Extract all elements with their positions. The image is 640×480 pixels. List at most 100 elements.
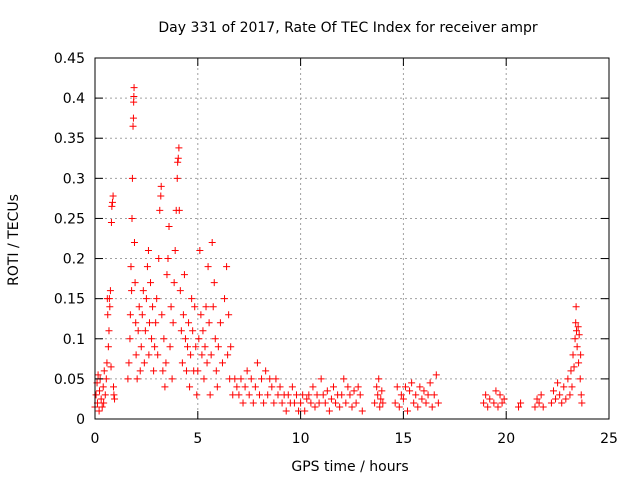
data-point <box>131 279 139 287</box>
data-point <box>537 391 545 399</box>
data-point <box>268 383 276 391</box>
data-point <box>414 403 422 411</box>
data-point <box>132 351 140 359</box>
data-point <box>145 319 153 327</box>
data-point <box>178 359 186 367</box>
data-point <box>175 144 183 152</box>
data-point <box>243 367 251 375</box>
x-tick-label: 25 <box>600 431 618 447</box>
data-point <box>95 407 103 415</box>
data-point <box>132 319 140 327</box>
data-point <box>574 323 582 331</box>
data-point <box>164 255 172 263</box>
data-point <box>247 375 255 383</box>
data-point <box>110 383 118 391</box>
data-point <box>199 327 207 335</box>
data-point <box>197 311 205 319</box>
grid <box>95 58 609 419</box>
data-point <box>102 375 110 383</box>
y-tick-label: 0.3 <box>63 171 85 187</box>
data-point <box>276 383 284 391</box>
data-point <box>515 403 523 411</box>
data-point <box>399 395 407 403</box>
data-point <box>128 214 136 222</box>
data-point <box>224 351 232 359</box>
data-point <box>378 387 386 395</box>
data-point <box>498 399 506 407</box>
data-point <box>207 351 215 359</box>
data-point <box>569 351 577 359</box>
axis-ticks: 0 0.05 0.1 0.15 0.2 0.25 0.3 0.35 0.4 0.45 0 5 10 15 2… <box>54 51 618 447</box>
data-point <box>288 383 296 391</box>
data-point <box>130 239 138 247</box>
data-point <box>105 295 113 303</box>
data-point <box>191 303 199 311</box>
data-point <box>129 114 137 122</box>
data-point <box>142 295 150 303</box>
data-point <box>434 399 442 407</box>
data-point <box>354 383 362 391</box>
data-point <box>101 391 109 399</box>
y-tick-label: 0.45 <box>54 51 85 67</box>
data-point <box>297 399 305 407</box>
data-point <box>106 287 114 295</box>
data-point <box>432 371 440 379</box>
data-point <box>379 399 387 407</box>
data-point <box>549 387 557 395</box>
data-point <box>99 383 107 391</box>
data-point <box>284 391 292 399</box>
data-point <box>301 407 309 415</box>
data-point <box>133 375 141 383</box>
data-point <box>198 351 206 359</box>
data-point <box>577 391 585 399</box>
data-point <box>484 403 492 411</box>
data-point <box>531 403 539 411</box>
data-point <box>374 391 382 399</box>
data-point <box>376 403 384 411</box>
data-point <box>325 407 333 415</box>
data-point <box>321 399 329 407</box>
data-point <box>210 279 218 287</box>
data-point <box>192 343 200 351</box>
data-point <box>187 351 195 359</box>
data-point <box>135 303 143 311</box>
data-point <box>299 391 307 399</box>
data-point <box>143 263 151 271</box>
data-point <box>213 383 221 391</box>
data-point <box>373 383 381 391</box>
data-point <box>255 391 263 399</box>
data-point <box>94 371 102 379</box>
data-point <box>235 391 243 399</box>
data-point <box>96 387 104 395</box>
data-point <box>377 395 385 403</box>
data-point <box>560 383 568 391</box>
data-point <box>492 387 500 395</box>
x-tick-label: 0 <box>91 431 100 447</box>
data-point <box>107 218 115 226</box>
data-point <box>134 327 142 335</box>
data-point <box>266 375 274 383</box>
data-point <box>572 303 580 311</box>
data-point <box>556 391 564 399</box>
data-point <box>185 319 193 327</box>
data-point <box>309 383 317 391</box>
y-tick-label: 0.35 <box>54 131 85 147</box>
data-point <box>203 359 211 367</box>
data-point <box>161 383 169 391</box>
data-point <box>100 399 108 407</box>
data-point <box>418 395 426 403</box>
data-point <box>104 343 112 351</box>
data-point <box>323 387 331 395</box>
data-point <box>329 383 337 391</box>
data-point <box>272 375 280 383</box>
data-point <box>535 399 543 407</box>
data-point <box>212 367 220 375</box>
data-point <box>225 311 233 319</box>
data-point <box>202 303 210 311</box>
data-point <box>358 407 366 415</box>
data-point <box>568 383 576 391</box>
x-tick-label: 10 <box>292 431 310 447</box>
y-tick-label: 0.4 <box>63 91 85 107</box>
data-point <box>214 343 222 351</box>
y-tick-label: 0 <box>76 412 85 428</box>
